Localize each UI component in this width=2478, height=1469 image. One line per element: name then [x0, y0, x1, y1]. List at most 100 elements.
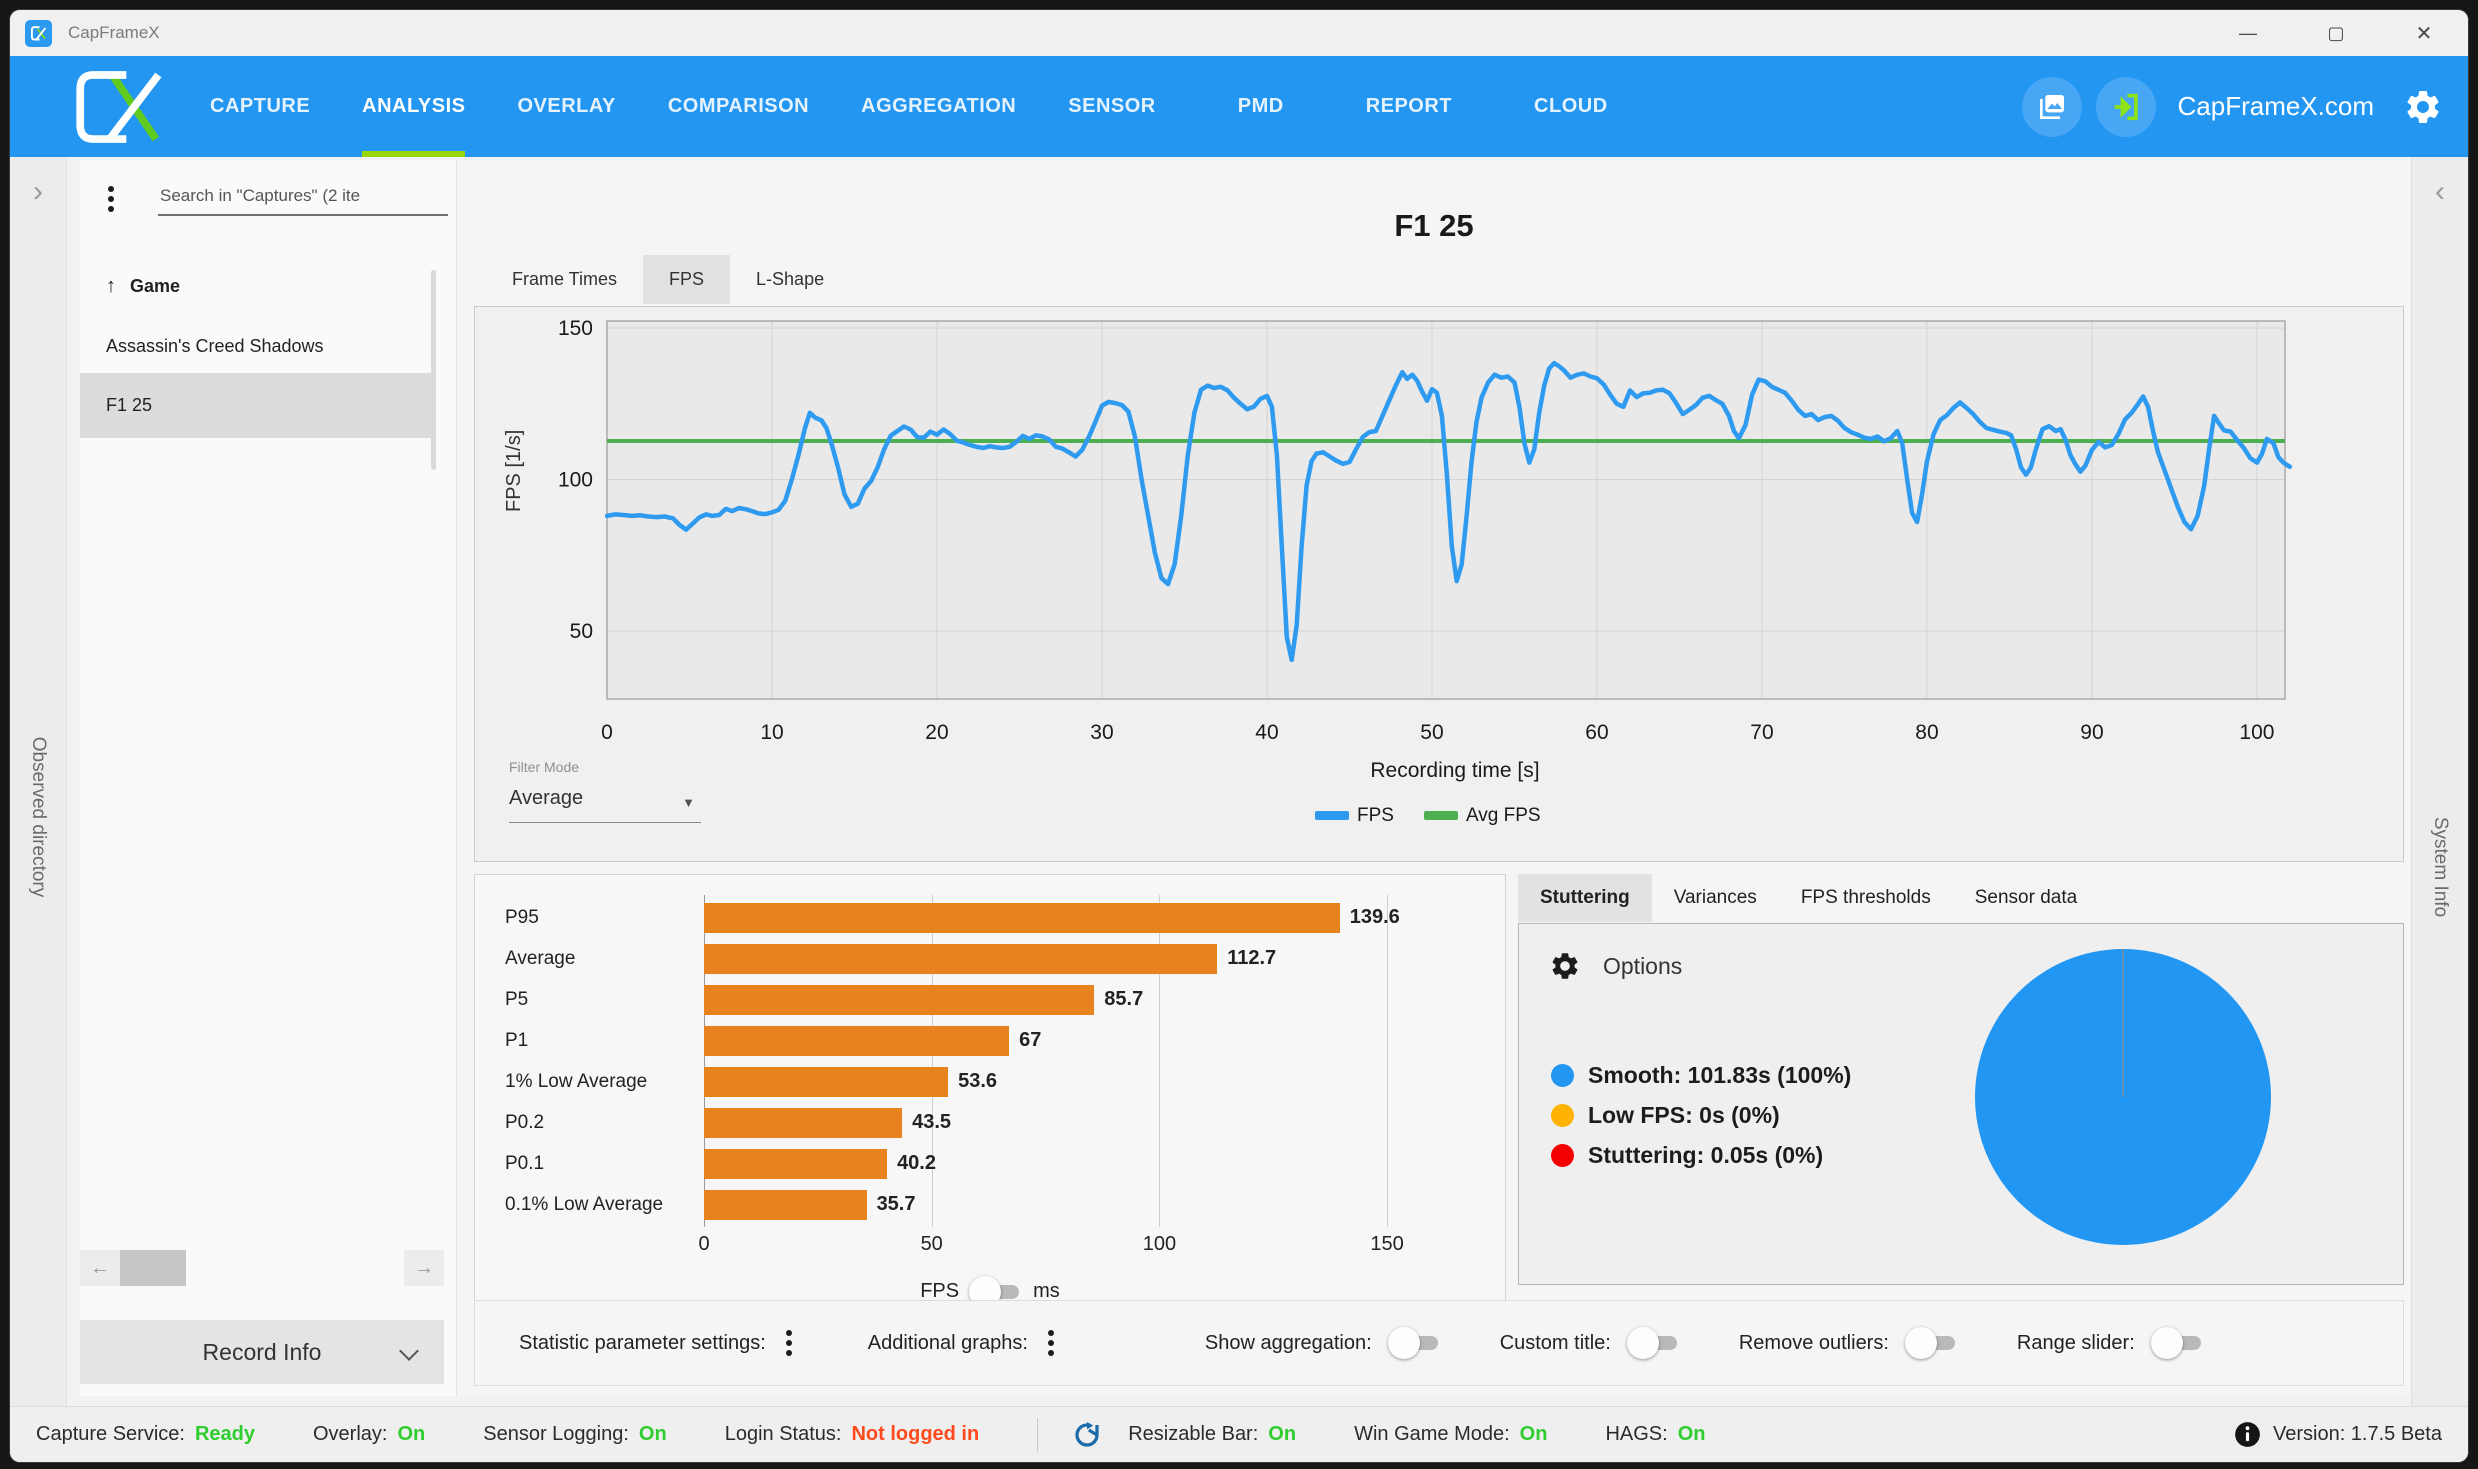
bar-value: 139.6 [1349, 906, 1400, 928]
nav-item-pmd[interactable]: PMD [1237, 95, 1284, 117]
captures-menu-icon[interactable] [108, 186, 114, 192]
site-link[interactable]: CapFrameX.com [2177, 91, 2375, 121]
nav-item-sensor[interactable]: SENSOR [1068, 95, 1156, 117]
chart-legend: FPS Avg FPS [1315, 805, 1541, 827]
tab-frame-times[interactable]: Frame Times [512, 269, 618, 289]
system-info-rail: ‹ System Info [2411, 157, 2468, 1406]
toolbar-group-range-slider: Range slider: [2017, 1327, 2201, 1359]
toggle-custom-title[interactable] [1626, 1327, 1677, 1359]
bar [704, 902, 1340, 933]
tab-fps[interactable]: FPS [643, 255, 731, 304]
toolbar-group-additional-graphs: Additional graphs: [868, 1330, 1060, 1355]
svg-text:100: 100 [2239, 721, 2274, 744]
bar [704, 1066, 949, 1097]
bar-value: 35.7 [876, 1193, 916, 1215]
window-title: CapFrameX [68, 23, 160, 42]
cx-logo-icon [30, 25, 47, 40]
record-info-label: Record Info [202, 1338, 322, 1365]
tab-variances[interactable]: Variances [1673, 887, 1757, 908]
capture-list-item[interactable]: F1 25 [80, 373, 432, 438]
unit-toggle[interactable] [969, 1275, 1020, 1308]
nav-bar: CAPTURE ANALYSIS OVERLAY COMPARISON AGGREGAT… [10, 56, 2468, 157]
minimize-button[interactable]: — [2239, 22, 2257, 43]
svg-text:60: 60 [1585, 721, 1608, 744]
stutter-legend-item: Smooth: 101.83s (100%) [1551, 1062, 1851, 1089]
status-item: Resizable Bar: On [1128, 1423, 1297, 1445]
expand-right-icon[interactable]: › [33, 175, 43, 208]
toolbar-group-custom-title: Custom title: [1500, 1327, 1677, 1359]
bar-row-p0-1: P0.1 40.2 [475, 1143, 1505, 1184]
bar [704, 1107, 903, 1138]
toolbar-group-show-aggregation: Show aggregation: [1205, 1327, 1438, 1359]
dropdown-arrow-icon: ▼ [682, 795, 695, 810]
tab-sensor-data[interactable]: Sensor data [1974, 887, 2078, 908]
toggle-range-slider[interactable] [2150, 1327, 2201, 1359]
bar-row-p1: P1 67 [475, 1020, 1505, 1061]
tab-fps-thresholds[interactable]: FPS thresholds [1800, 887, 1931, 908]
tab-stuttering[interactable]: Stuttering [1518, 874, 1652, 922]
expand-left-icon[interactable]: ‹ [2435, 175, 2445, 208]
scroll-left-button[interactable]: ← [80, 1250, 120, 1286]
legend-swatch [1423, 811, 1458, 821]
scrollbar-thumb[interactable] [120, 1250, 186, 1286]
svg-text:40: 40 [1255, 721, 1278, 744]
refresh-icon[interactable] [1072, 1420, 1102, 1450]
bar-value: 40.2 [897, 1152, 936, 1174]
stuttering-legend: Smooth: 101.83s (100%) Low FPS: 0s (0%) St… [1551, 1062, 1851, 1182]
capture-list-item[interactable]: Assassin's Creed Shadows [106, 336, 324, 356]
nav-item-aggregation[interactable]: AGGREGATION [861, 95, 1017, 117]
captures-panel: ↑ Game Assassin's Creed Shadows F1 25 ← →… [80, 160, 457, 1396]
close-button[interactable]: ✕ [2415, 22, 2433, 45]
options-label: Options [1603, 952, 1683, 979]
filter-mode-select[interactable]: Average ▼ [509, 787, 701, 823]
tab-l-shape[interactable]: L-Shape [756, 269, 825, 289]
toggle-remove-outliers[interactable] [1904, 1327, 1955, 1359]
bar-label: 1% Low Average [505, 1070, 648, 1092]
nav-item-capture[interactable]: CAPTURE [210, 95, 311, 117]
options-button[interactable]: Options [1549, 950, 1682, 982]
search-input[interactable] [158, 180, 448, 216]
scroll-right-button[interactable]: → [404, 1250, 444, 1286]
list-scrollbar[interactable] [431, 270, 436, 470]
screenshot-button[interactable] [2021, 76, 2082, 137]
bar-row-1-low-average: 1% Low Average 53.6 [475, 1061, 1505, 1102]
nav-item-comparison[interactable]: COMPARISON [667, 95, 810, 117]
status-item: Win Game Mode: On [1354, 1423, 1548, 1445]
status-item: Login Status: Not logged in [724, 1423, 980, 1445]
bar-value: 67 [1019, 1029, 1042, 1051]
x-axis-label: Recording time [s] [1370, 759, 1540, 782]
fps-line-chart[interactable]: 0 10 20 30 40 50 60 70 80 90 100 50 100 150 [537, 309, 2327, 755]
legend-swatch [1315, 811, 1349, 821]
bar-row-p95: P95 139.6 [475, 897, 1505, 938]
login-icon [2114, 93, 2138, 120]
observed-directory-label: Observed directory [28, 737, 49, 898]
bar-axis-tick: 0 [698, 1233, 710, 1255]
sort-header-game[interactable]: ↑ Game [106, 275, 180, 298]
svg-text:100: 100 [558, 469, 593, 492]
app-icon [25, 19, 52, 47]
nav-item-cloud[interactable]: CLOUD [1534, 95, 1608, 117]
chevron-down-icon [399, 1341, 419, 1361]
nav-item-analysis[interactable]: ANALYSIS [362, 56, 466, 157]
toggle-show-aggregation[interactable] [1387, 1327, 1438, 1359]
kebab-menu-icon[interactable] [1047, 1330, 1054, 1336]
kebab-menu-icon[interactable] [785, 1330, 792, 1336]
bar [704, 1189, 867, 1220]
svg-text:90: 90 [2080, 721, 2103, 744]
bar-value: 112.7 [1227, 947, 1277, 969]
toolbar-group-remove-outliers: Remove outliers: [1739, 1327, 1955, 1359]
settings-button[interactable] [2400, 84, 2446, 130]
nav-item-report[interactable]: REPORT [1365, 95, 1453, 117]
statistics-bar-panel: P95 139.6 Average 112.7 P5 85.7 P1 67 1% Low Ave… [474, 874, 1506, 1312]
info-icon [2235, 1422, 2260, 1447]
bottom-toolbar: Statistic parameter settings: Additional … [474, 1300, 2404, 1386]
bar-row-p5: P5 85.7 [475, 979, 1505, 1020]
horizontal-scrollbar: ← → [80, 1250, 444, 1286]
sort-ascending-icon: ↑ [106, 275, 116, 297]
record-info-expander[interactable]: Record Info [80, 1320, 444, 1384]
maximize-button[interactable]: ▢ [2327, 22, 2345, 43]
stutter-legend-item: Stuttering: 0.05s (0%) [1551, 1142, 1851, 1169]
observed-directory-rail: › Observed directory [10, 157, 67, 1406]
login-button[interactable] [2095, 76, 2156, 137]
nav-item-overlay[interactable]: OVERLAY [517, 95, 616, 117]
